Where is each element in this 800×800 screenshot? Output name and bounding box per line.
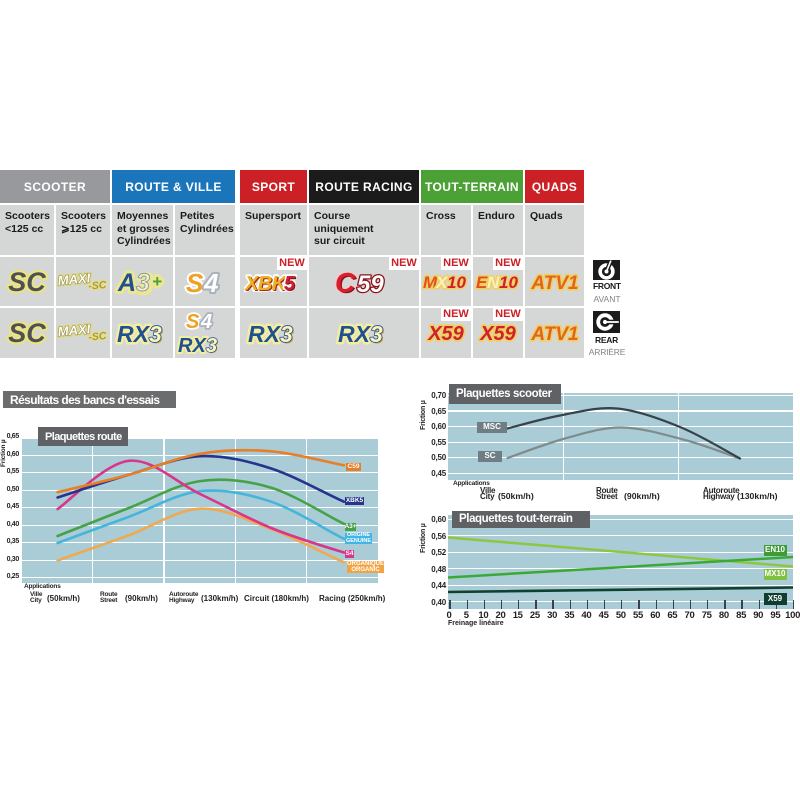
svg-text:4: 4: [203, 268, 219, 298]
svg-text:-SC: -SC: [88, 278, 107, 292]
svg-text:X: X: [435, 273, 449, 292]
svg-text:RX: RX: [248, 321, 282, 347]
svg-text:X59: X59: [427, 323, 464, 345]
svg-text:E: E: [476, 273, 488, 292]
svg-text:3: 3: [149, 321, 162, 347]
svg-text:C: C: [336, 268, 357, 299]
svg-text:5: 5: [284, 273, 296, 295]
svg-text:MAXI: MAXI: [57, 270, 91, 288]
svg-text:SC: SC: [8, 318, 46, 348]
svg-text:N: N: [487, 273, 500, 292]
svg-text:3: 3: [150, 323, 163, 349]
svg-text:SC: SC: [8, 267, 46, 297]
svg-text:10: 10: [499, 273, 518, 292]
svg-text:A: A: [117, 269, 136, 297]
svg-text:5: 5: [285, 274, 297, 296]
svg-text:3: 3: [136, 269, 150, 297]
svg-text:ATV1: ATV1: [530, 273, 578, 294]
svg-text:XBK: XBK: [244, 273, 288, 295]
svg-text:RX: RX: [178, 335, 207, 357]
svg-text:4: 4: [200, 311, 212, 333]
svg-text:RX: RX: [338, 321, 372, 347]
svg-text:+: +: [152, 272, 162, 291]
svg-text:-SC: -SC: [88, 330, 107, 344]
svg-text:XBK: XBK: [244, 273, 288, 295]
svg-text:X59: X59: [479, 323, 516, 345]
svg-text:M: M: [423, 273, 438, 292]
svg-text:3: 3: [281, 323, 294, 349]
svg-text:MAXI: MAXI: [57, 321, 91, 339]
svg-text:3: 3: [207, 336, 218, 358]
svg-text:RX: RX: [117, 321, 151, 347]
svg-text:XBK: XBK: [245, 274, 289, 296]
svg-text:10: 10: [447, 273, 466, 292]
svg-text:S: S: [186, 311, 200, 333]
svg-text:3: 3: [372, 323, 385, 349]
svg-text:3: 3: [137, 270, 151, 298]
svg-text:3: 3: [370, 321, 383, 347]
svg-text:ATV1: ATV1: [530, 324, 578, 345]
svg-text:59: 59: [357, 271, 384, 298]
svg-text:3: 3: [206, 335, 217, 357]
svg-text:3: 3: [280, 321, 293, 347]
svg-text:5: 5: [284, 273, 296, 295]
svg-text:C: C: [335, 267, 356, 298]
svg-text:S: S: [186, 268, 204, 298]
svg-text:C: C: [335, 267, 356, 298]
svg-text:MAXI: MAXI: [57, 270, 91, 288]
svg-text:3: 3: [136, 269, 150, 297]
svg-text:MAXI: MAXI: [57, 321, 91, 339]
